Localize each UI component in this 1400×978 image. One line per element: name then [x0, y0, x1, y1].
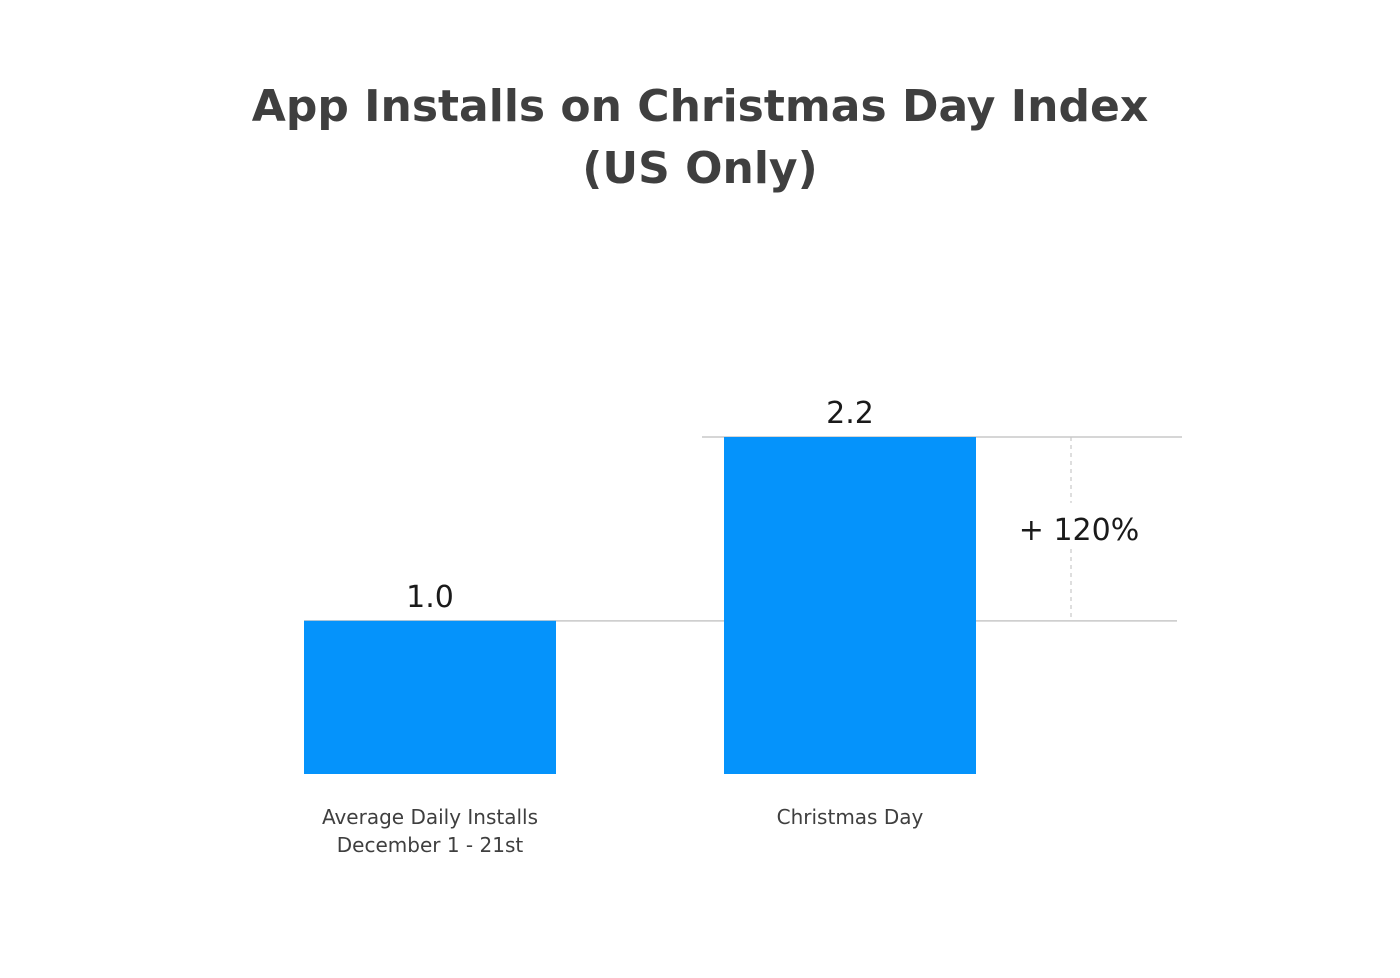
- chart-title-line-1: App Installs on Christmas Day Index: [251, 81, 1149, 132]
- category-label-1-line-1: Average Daily Installs: [322, 805, 538, 829]
- value-label-1: 1.0: [406, 580, 454, 615]
- delta-label: + 120%: [1019, 513, 1139, 548]
- category-label-2-line-1: Christmas Day: [777, 805, 924, 829]
- delta-label-background: [1012, 502, 1146, 547]
- bar-2: [724, 437, 976, 774]
- chart-title-line-2: (US Only): [582, 143, 818, 194]
- category-label-1-line-2: December 1 - 21st: [337, 833, 524, 857]
- category-label-2: Christmas Day: [777, 805, 924, 829]
- category-label-1: Average Daily Installs December 1 - 21st: [322, 805, 538, 857]
- bar-1: [304, 620, 556, 774]
- value-label-2: 2.2: [826, 396, 874, 431]
